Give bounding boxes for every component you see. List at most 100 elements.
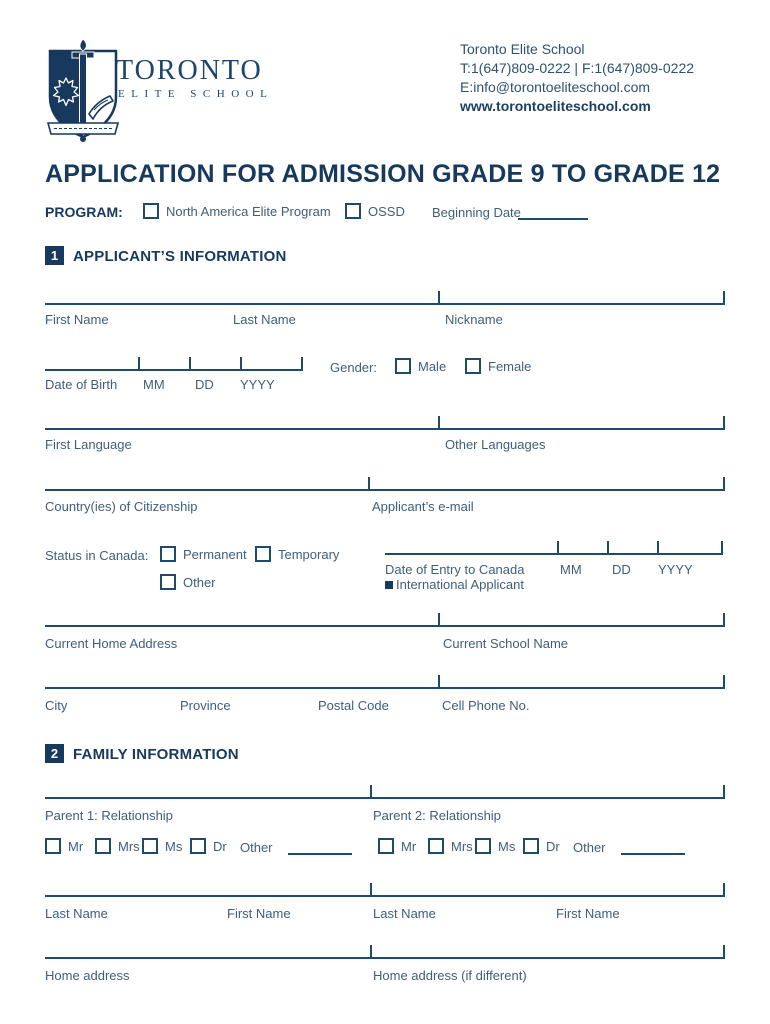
city-province-postal-cell-field[interactable] bbox=[45, 675, 725, 689]
dob-dd-label: DD bbox=[195, 377, 214, 392]
field-divider-tick bbox=[370, 883, 372, 897]
parent1-dr-label: Dr bbox=[213, 838, 227, 854]
parent-names-field[interactable] bbox=[45, 883, 725, 897]
field-end-tick bbox=[723, 416, 725, 430]
parent2-dr-label: Dr bbox=[546, 838, 560, 854]
status-temporary-checkbox[interactable] bbox=[255, 546, 271, 562]
page-title: APPLICATION FOR ADMISSION GRADE 9 TO GRA… bbox=[45, 160, 721, 188]
section-2-title: FAMILY INFORMATION bbox=[73, 746, 239, 763]
program-naep-label: North America Elite Program bbox=[166, 203, 331, 219]
field-end-tick bbox=[301, 357, 303, 371]
parent1-ms-checkbox[interactable] bbox=[142, 838, 158, 854]
parent2-ms-label: Ms bbox=[498, 838, 516, 854]
date-of-entry-label: Date of Entry to Canada bbox=[385, 562, 525, 577]
parent2-other-label: Other bbox=[573, 840, 606, 855]
field-divider-tick bbox=[438, 675, 440, 689]
field-divider-tick bbox=[138, 357, 140, 371]
parent1-mr-label: Mr bbox=[68, 838, 84, 854]
parent2-mr-option: Mr bbox=[378, 838, 416, 854]
gender-male-checkbox[interactable] bbox=[395, 358, 411, 374]
status-permanent-checkbox[interactable] bbox=[160, 546, 176, 562]
field-divider-tick bbox=[438, 416, 440, 430]
parent1-mrs-checkbox[interactable] bbox=[95, 838, 111, 854]
parent1-dr-option: Dr bbox=[190, 838, 227, 854]
field-end-tick bbox=[723, 945, 725, 959]
parent2-mrs-option: Mrs bbox=[428, 838, 473, 854]
date-of-entry-field[interactable] bbox=[385, 541, 723, 555]
field-divider-tick bbox=[438, 291, 440, 305]
province-label: Province bbox=[180, 698, 231, 713]
first-name-label: First Name bbox=[45, 312, 109, 327]
parent2-mr-checkbox[interactable] bbox=[378, 838, 394, 854]
gender-female-label: Female bbox=[488, 358, 532, 374]
cell-phone-label: Cell Phone No. bbox=[442, 698, 530, 713]
citizenship-label: Country(ies) of Citizenship bbox=[45, 499, 198, 514]
school-crest-logo bbox=[46, 38, 120, 142]
entry-yyyy-label: YYYY bbox=[658, 562, 693, 577]
status-other-option: Other bbox=[160, 574, 216, 590]
program-ossd-checkbox[interactable] bbox=[345, 203, 361, 219]
parent2-mr-label: Mr bbox=[401, 838, 417, 854]
field-end-tick bbox=[723, 477, 725, 491]
parent2-relationship-label: Parent 2: Relationship bbox=[373, 808, 501, 823]
status-other-checkbox[interactable] bbox=[160, 574, 176, 590]
languages-field[interactable] bbox=[45, 416, 725, 430]
status-temporary-option: Temporary bbox=[255, 546, 339, 562]
field-divider-tick bbox=[657, 541, 659, 555]
parent1-dr-checkbox[interactable] bbox=[190, 838, 206, 854]
parent2-ms-checkbox[interactable] bbox=[475, 838, 491, 854]
contact-email: E:info@torontoeliteschool.com bbox=[460, 79, 651, 95]
name-nickname-field[interactable] bbox=[45, 291, 725, 305]
parent2-dr-checkbox[interactable] bbox=[523, 838, 539, 854]
field-divider-tick bbox=[557, 541, 559, 555]
program-option-ossd: OSSD bbox=[345, 203, 405, 219]
city-label: City bbox=[45, 698, 68, 713]
parent2-dr-option: Dr bbox=[523, 838, 560, 854]
field-end-tick bbox=[723, 613, 725, 627]
other-languages-label: Other Languages bbox=[445, 437, 546, 452]
nickname-label: Nickname bbox=[445, 312, 503, 327]
parent1-ms-option: Ms bbox=[142, 838, 182, 854]
logo-wordmark: TORONTO bbox=[116, 55, 263, 86]
entry-dd-label: DD bbox=[612, 562, 631, 577]
parent1-relationship-label: Parent 1: Relationship bbox=[45, 808, 173, 823]
parent1-last-name-label: Last Name bbox=[45, 906, 108, 921]
parent1-ms-label: Ms bbox=[165, 838, 183, 854]
field-end-tick bbox=[723, 291, 725, 305]
logo-subtitle: ELITE SCHOOL bbox=[118, 88, 274, 100]
status-temporary-label: Temporary bbox=[278, 546, 340, 562]
gender-male-label: Male bbox=[418, 358, 447, 374]
date-of-birth-label: Date of Birth bbox=[45, 377, 118, 392]
field-end-tick bbox=[723, 785, 725, 799]
current-school-name-label: Current School Name bbox=[443, 636, 568, 651]
status-permanent-label: Permanent bbox=[183, 546, 247, 562]
section-1-badge: 1 bbox=[45, 246, 64, 265]
field-divider-tick bbox=[368, 477, 370, 491]
parent1-mr-checkbox[interactable] bbox=[45, 838, 61, 854]
parent2-other-field[interactable] bbox=[621, 853, 685, 855]
gender-female-option: Female bbox=[465, 358, 531, 374]
parent1-other-field[interactable] bbox=[288, 853, 352, 855]
parent2-last-name-label: Last Name bbox=[373, 906, 436, 921]
citizenship-email-field[interactable] bbox=[45, 477, 725, 491]
parent-home-address-field[interactable] bbox=[45, 945, 725, 959]
date-of-birth-field[interactable] bbox=[45, 357, 303, 371]
parent2-first-name-label: First Name bbox=[556, 906, 620, 921]
dob-mm-label: MM bbox=[143, 377, 165, 392]
gender-female-checkbox[interactable] bbox=[465, 358, 481, 374]
parent1-mrs-option: Mrs bbox=[95, 838, 140, 854]
parent-relationship-field[interactable] bbox=[45, 785, 725, 799]
beginning-date-field[interactable] bbox=[518, 218, 588, 220]
parent1-home-address-label: Home address bbox=[45, 968, 130, 983]
parent2-mrs-checkbox[interactable] bbox=[428, 838, 444, 854]
program-naep-checkbox[interactable] bbox=[143, 203, 159, 219]
parent2-home-address-label: Home address (if different) bbox=[373, 968, 527, 983]
entry-mm-label: MM bbox=[560, 562, 582, 577]
dob-yyyy-label: YYYY bbox=[240, 377, 275, 392]
field-divider-tick bbox=[370, 785, 372, 799]
field-end-tick bbox=[723, 883, 725, 897]
contact-name: Toronto Elite School bbox=[460, 41, 585, 57]
contact-website: www.torontoeliteschool.com bbox=[460, 98, 651, 114]
parent1-first-name-label: First Name bbox=[227, 906, 291, 921]
address-school-field[interactable] bbox=[45, 613, 725, 627]
